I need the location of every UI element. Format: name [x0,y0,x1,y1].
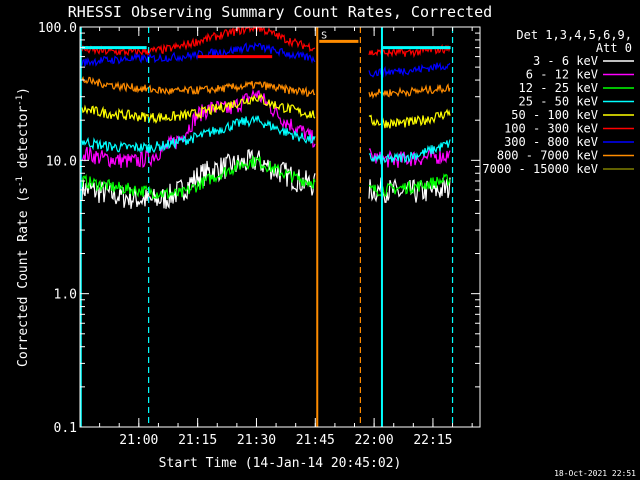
y-tick-label: 0.1 [54,421,77,436]
legend-label: 100 - 300 keV [504,122,598,136]
generation-timestamp: 18-Oct-2021 22:51 [554,469,636,478]
legend-label: 50 - 100 keV [511,108,598,122]
legend-label: 3 - 6 keV [533,54,598,68]
series-line-50-100-kev [81,92,316,124]
series-line-800-7000-kev [81,75,316,97]
x-axis-label: Start Time (14-Jan-14 20:45:02) [159,456,402,471]
y-tick-label: 10.0 [46,154,77,169]
x-tick-label: 21:30 [237,433,276,448]
x-tick-label: 22:15 [413,433,452,448]
series-line-25-50-kev [81,115,316,154]
chart-title: RHESSI Observing Summary Count Rates, Co… [68,3,492,21]
x-axis: 21:00 21:15 21:30 21:45 22:00 22:15 [79,27,473,448]
plot-frame [79,26,481,428]
y-tick-label: 100.0 [38,21,77,36]
legend-header: Det 1,3,4,5,6,9, [516,28,632,42]
series-line-100-300-kev [81,25,316,58]
y-axis-label: Corrected Count Rate (s-1 detector-1) [15,87,31,367]
series-line-300-800-kev [81,41,316,67]
legend-label: 12 - 25 keV [519,81,598,95]
flag-marker-label: S [321,30,327,41]
x-tick-label: 22:00 [355,433,394,448]
legend-label: 300 - 800 keV [504,135,598,149]
x-tick-label: 21:15 [178,433,217,448]
legend-header: Att 0 [596,41,632,55]
y-axis: 0.1 1.0 10.0 100.0 [38,21,480,436]
x-tick-label: 21:00 [119,433,158,448]
legend-label: 800 - 7000 keV [497,149,598,163]
series-line-12-25-kev [81,155,316,200]
y-tick-label: 1.0 [54,288,77,303]
legend-label: 7000 - 15000 keV [482,162,598,176]
legend-label: 6 - 12 keV [526,68,598,82]
marker-layer: S [79,27,454,427]
legend-label: 25 - 50 keV [519,95,598,109]
x-tick-label: 21:45 [296,433,335,448]
